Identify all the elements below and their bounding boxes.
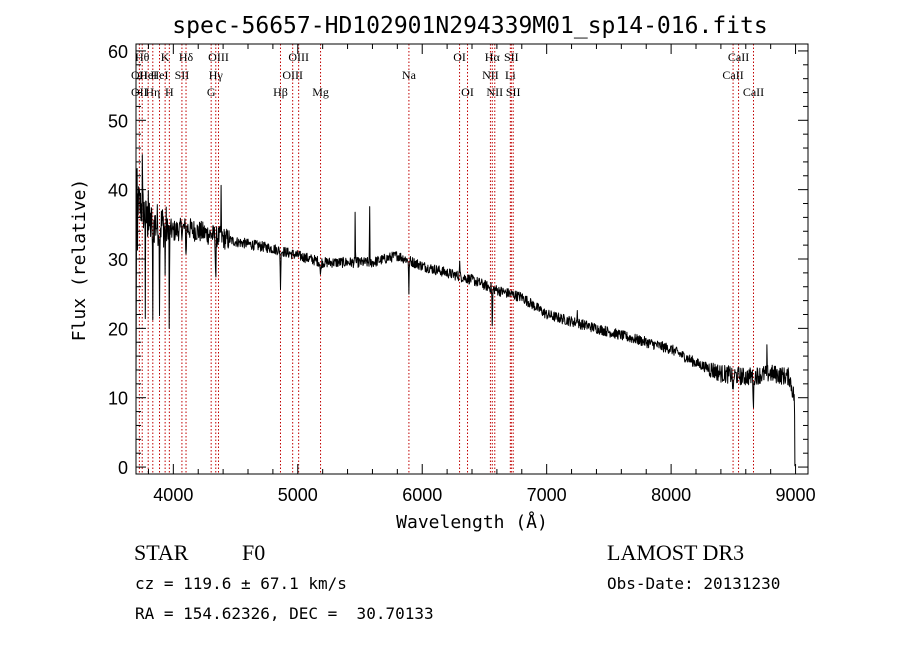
line-marker-label: Hβ: [273, 85, 288, 99]
object-class: STAR: [134, 540, 189, 565]
line-marker-label: OI: [461, 85, 474, 99]
line-marker-label: NII: [482, 68, 499, 82]
line-marker-label: G: [207, 85, 216, 99]
line-marker-label: NII: [486, 85, 503, 99]
line-marker-label: Mg: [312, 85, 329, 99]
line-marker-label: Hδ: [179, 50, 194, 64]
x-tick-label: 4000: [153, 485, 193, 505]
line-marker-label: OII: [131, 85, 148, 99]
line-marker-label: H: [165, 85, 174, 99]
line-marker-label: Na: [402, 68, 417, 82]
plot-frame: [135, 43, 809, 475]
line-marker-label: K: [161, 50, 170, 64]
x-axis-ticks: 4000 5000 6000 7000 8000 9000: [147, 44, 816, 505]
spectrum-line: [135, 154, 796, 467]
line-marker-label: SII: [175, 68, 190, 82]
line-marker-label: SII: [504, 50, 519, 64]
line-marker-label: OIII: [288, 50, 309, 64]
line-marker-label: CaII: [743, 85, 764, 99]
line-marker-label: CaII: [722, 68, 743, 82]
y-tick-label: 30: [108, 250, 128, 270]
line-marker-label: Hη: [145, 85, 160, 99]
line-marker-labels: OIIOIIHθHeIHηHeIKHSIIHδGHγOIIIHβOIIIOIII…: [131, 50, 764, 99]
line-marker-label: Hα: [485, 50, 501, 64]
line-marker-label: Li: [505, 68, 516, 82]
x-tick-label: 8000: [651, 485, 691, 505]
chart-title: spec-56657-HD102901N294339M01_sp14-016.f…: [172, 13, 767, 39]
y-tick-label: 20: [108, 319, 128, 339]
line-marker-label: OI: [453, 50, 466, 64]
coordinates: RA = 154.62326, DEC = 30.70133: [135, 604, 434, 623]
y-tick-label: 10: [108, 389, 128, 409]
x-tick-label: 9000: [776, 485, 816, 505]
line-marker-label: SII: [506, 85, 521, 99]
x-tick-label: 6000: [402, 485, 442, 505]
survey-name: LAMOST DR3: [607, 540, 745, 565]
y-tick-label: 0: [118, 458, 128, 478]
x-tick-label: 7000: [527, 485, 567, 505]
line-marker-label: OIII: [208, 50, 229, 64]
y-tick-label: 50: [108, 111, 128, 131]
line-marker-label: OIII: [282, 68, 303, 82]
line-marker-label: Hθ: [135, 50, 150, 64]
line-marker-label: CaII: [728, 50, 749, 64]
x-axis-label: Wavelength (Å): [396, 511, 548, 533]
object-subclass: F0: [242, 540, 266, 565]
line-markers: [138, 44, 754, 474]
y-tick-label: 40: [108, 181, 128, 201]
x-tick-label: 5000: [278, 485, 318, 505]
line-marker-label: HeI: [151, 68, 169, 82]
y-tick-label: 60: [108, 42, 128, 62]
y-axis-ticks: 0 10 20 30 40 50 60: [108, 42, 808, 478]
line-marker-label: HeI: [139, 68, 157, 82]
redshift-readout: cz = 119.6 ± 67.1 km/s: [135, 574, 347, 593]
obs-date: Obs-Date: 20131230: [607, 574, 781, 593]
y-axis-label: Flux (relative): [69, 179, 90, 342]
line-marker-label: Hγ: [209, 68, 224, 82]
line-marker-label: OII: [131, 68, 148, 82]
